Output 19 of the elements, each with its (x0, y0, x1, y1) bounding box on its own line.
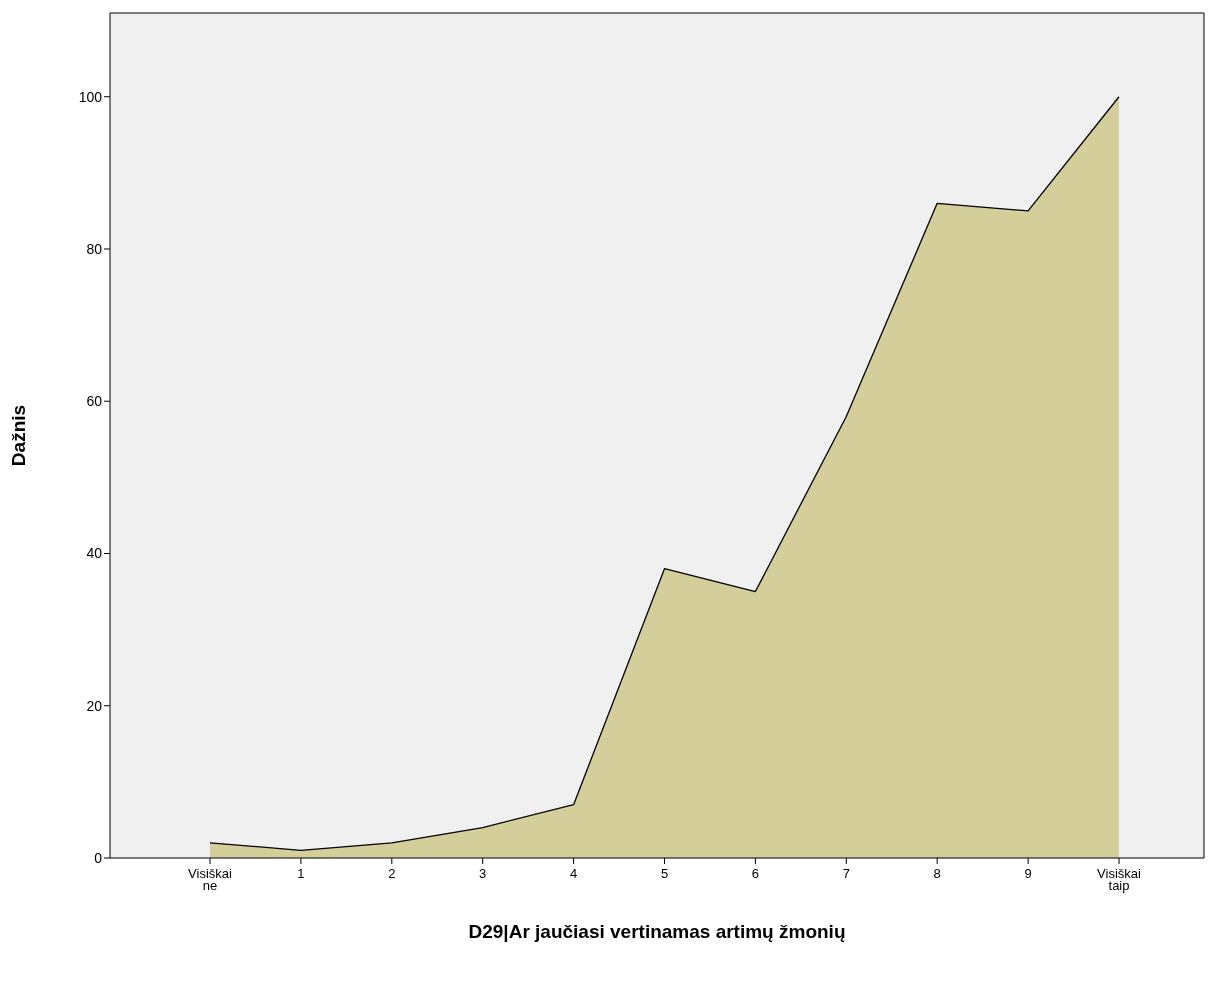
x-tick-label: 5 (660, 866, 669, 881)
y-tick-label: 40 (86, 545, 103, 562)
y-tick-label: 60 (86, 393, 103, 410)
x-tick-label: 3 (479, 866, 487, 881)
x-tick-label: Visiškai taip (1097, 866, 1142, 893)
y-tick-label: 80 (86, 240, 103, 257)
x-tick-label: 4 (569, 866, 578, 881)
x-tick-label: 7 (842, 866, 850, 881)
y-axis-title: Dažnis (7, 404, 29, 467)
x-tick-label: 6 (751, 866, 760, 881)
x-tick-label: 1 (297, 866, 305, 881)
y-tick-label: 20 (86, 697, 103, 714)
x-tick-label: 9 (1024, 866, 1032, 881)
y-tick-label: 0 (94, 849, 103, 866)
y-tick-label: 100 (78, 88, 103, 105)
x-tick-label: 8 (933, 866, 941, 881)
x-tick-label: 2 (388, 866, 396, 881)
x-axis-title: D29|Ar jaučiasi vertinamas artimų žmonių (468, 921, 846, 942)
x-tick-label: Visiškai ne (188, 866, 233, 893)
